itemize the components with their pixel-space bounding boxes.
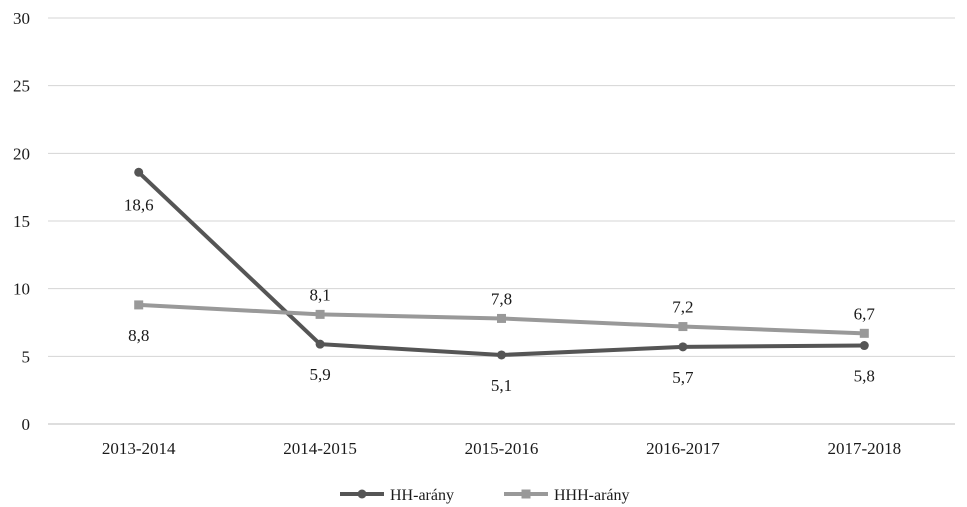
data-point-marker [315, 339, 325, 349]
x-tick-label: 2015-2016 [465, 439, 539, 458]
data-point-marker [678, 342, 688, 352]
y-tick-label: 5 [22, 347, 31, 366]
grid-layer [48, 17, 955, 425]
legend-label: HH-arány [390, 487, 454, 504]
legend-item: HHH-arány [504, 487, 630, 504]
x-tick-label: 2014-2015 [283, 439, 357, 458]
y-tick-label: 15 [13, 212, 30, 231]
data-point-marker [497, 350, 506, 360]
y-tick-label: 30 [13, 9, 30, 28]
data-label: 5,7 [672, 368, 694, 387]
series-hhh-arany [134, 300, 869, 338]
y-tick-label: 0 [22, 415, 31, 434]
series-layer [134, 167, 869, 360]
data-label: 18,6 [124, 195, 154, 214]
series-hh-arany [134, 167, 869, 360]
y-tick-label: 10 [13, 280, 30, 299]
data-label: 6,7 [854, 304, 876, 323]
data-label: 5,9 [309, 365, 330, 384]
data-label: 8,1 [309, 285, 330, 304]
data-point-marker [859, 328, 869, 338]
data-label-layer: 18,6 8,8 5,9 8,1 5,1 7,8 5,7 7,2 5,8 6,7 [124, 195, 876, 395]
x-axis-ticks: 2013-2014 2014-2015 2015-2016 2016-2017 2017… [102, 439, 901, 458]
x-tick-label: 2017-2018 [827, 439, 901, 458]
data-label: 7,2 [672, 298, 693, 317]
x-tick-label: 2013-2014 [102, 439, 176, 458]
y-axis-ticks: 0 5 10 15 20 25 30 [13, 9, 30, 434]
data-point-marker [134, 167, 144, 177]
legend-label: HHH-arány [554, 487, 630, 504]
data-point-marker [315, 309, 325, 319]
data-point-marker [497, 313, 506, 323]
data-label: 7,8 [491, 289, 512, 308]
data-point-marker [134, 300, 144, 310]
x-tick-label: 2016-2017 [646, 439, 720, 458]
legend-item: HH-arány [340, 487, 454, 504]
data-point-marker [678, 322, 688, 332]
y-tick-label: 20 [13, 144, 30, 163]
data-point-marker [859, 341, 869, 351]
y-tick-label: 25 [13, 77, 30, 96]
data-label: 5,1 [491, 376, 512, 395]
legend-swatch-marker [521, 489, 531, 499]
data-label: 8,8 [128, 326, 149, 345]
legend: HH-arány HHH-arány [340, 487, 630, 504]
data-label: 5,8 [854, 367, 875, 386]
legend-swatch-marker [357, 489, 367, 499]
